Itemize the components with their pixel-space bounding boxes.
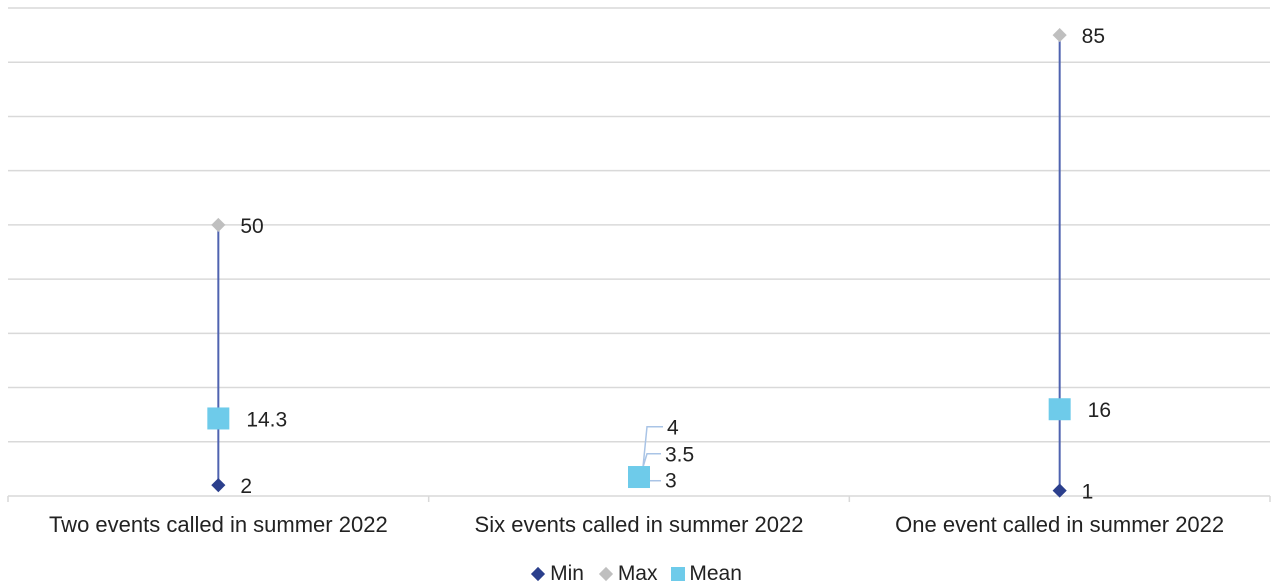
category-label: Two events called in summer 2022 xyxy=(49,512,388,537)
mean-data-label: 14.3 xyxy=(246,408,287,431)
min-data-label: 2 xyxy=(240,475,252,498)
max-data-label: 85 xyxy=(1082,25,1105,48)
category-label: Six events called in summer 2022 xyxy=(475,512,804,537)
max-marker xyxy=(1052,28,1067,43)
max-marker xyxy=(211,217,226,232)
min-marker xyxy=(211,478,226,493)
mean-marker xyxy=(1048,398,1071,421)
min-max-mean-chart: Two events called in summer 2022 Six even… xyxy=(7,7,1271,537)
mean-data-label: 16 xyxy=(1088,399,1111,422)
mean-marker xyxy=(207,407,230,430)
chart-legend: Min Max Mean xyxy=(0,562,1272,586)
legend-mean-label: Mean xyxy=(689,562,742,585)
legend-item-mean: Mean xyxy=(671,562,742,586)
legend-item-min: Min xyxy=(530,562,584,586)
category-labels: Two events called in summer 2022 Six even… xyxy=(49,512,1224,537)
max-data-label: 50 xyxy=(240,215,263,238)
data-labels: 50 14.3 2 4 3.5 3 85 16 1 xyxy=(240,25,1111,503)
max-data-label: 4 xyxy=(667,417,679,440)
label-leader-lines xyxy=(642,425,663,482)
legend-item-max: Max xyxy=(598,562,658,586)
mean-label-leader xyxy=(642,452,661,468)
legend-max-diamond-icon xyxy=(598,567,613,582)
legend-min-label: Min xyxy=(550,562,584,585)
min-marker xyxy=(1052,483,1067,498)
mean-data-label: 3.5 xyxy=(665,444,694,467)
gridlines xyxy=(8,7,1270,443)
data-markers xyxy=(207,28,1071,498)
max-label-leader xyxy=(642,425,663,468)
range-lines xyxy=(217,35,1061,491)
legend-min-diamond-icon xyxy=(531,567,546,582)
category-label: One event called in summer 2022 xyxy=(895,512,1224,537)
mean-marker xyxy=(628,466,650,489)
legend-mean-square-icon xyxy=(671,567,686,582)
min-data-label: 3 xyxy=(665,470,677,493)
legend-max-label: Max xyxy=(617,562,658,585)
min-data-label: 1 xyxy=(1082,481,1094,504)
